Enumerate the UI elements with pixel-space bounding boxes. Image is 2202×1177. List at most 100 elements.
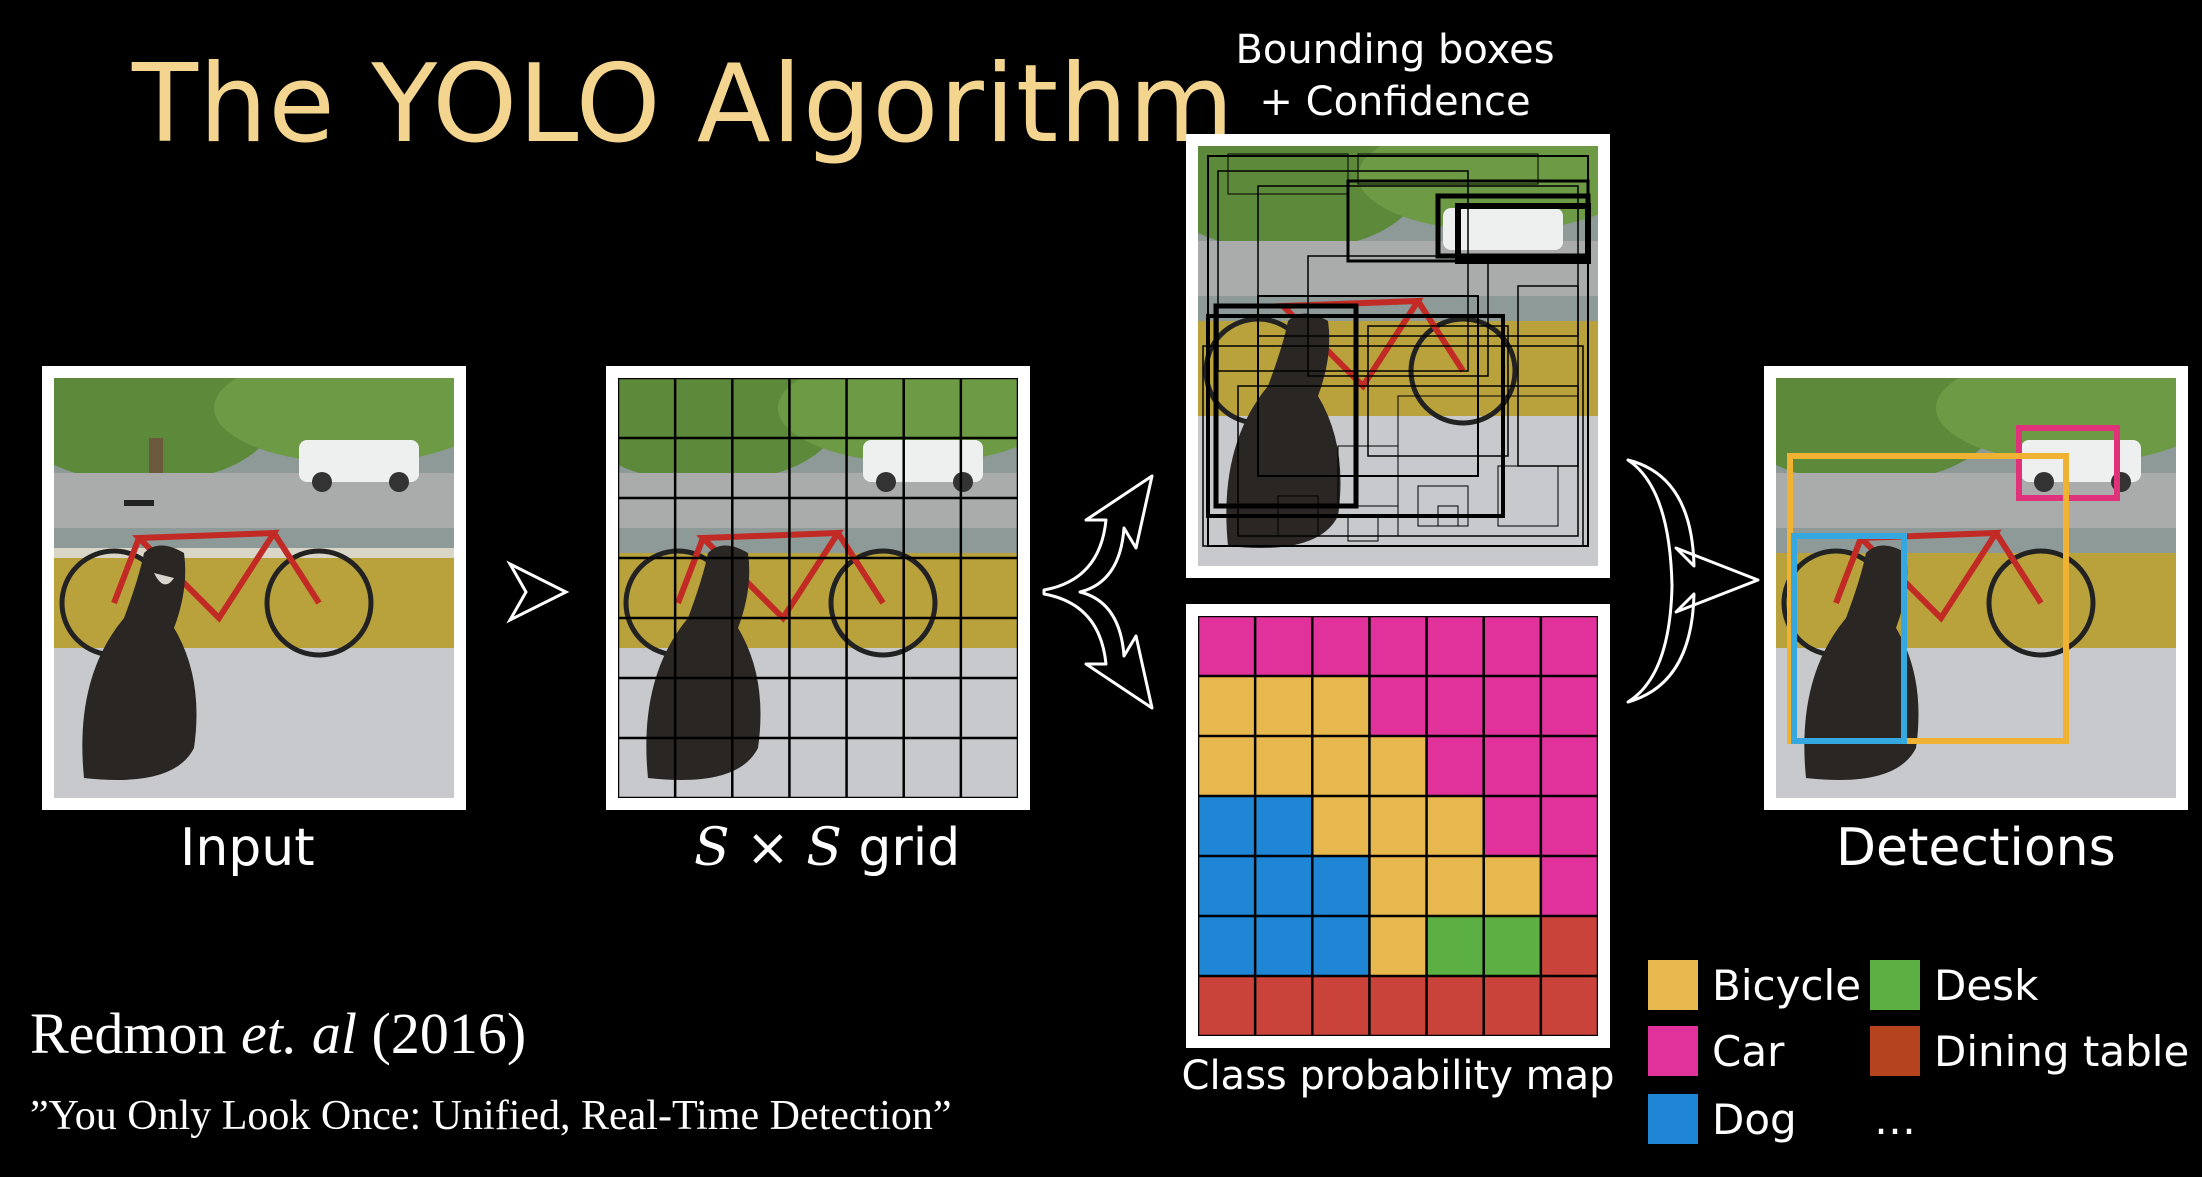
- class-cell-table: [1426, 976, 1484, 1036]
- grid-caption: S × S grid: [694, 818, 960, 878]
- legend-label-bicycle: Bicycle: [1712, 960, 1862, 1010]
- class-cell-car: [1255, 616, 1313, 676]
- grid-caption-s2: S: [806, 818, 842, 878]
- class-cell-car: [1369, 676, 1427, 736]
- class-cell-bicycle: [1312, 676, 1370, 736]
- split-arrow-glyph: [1042, 474, 1154, 710]
- grid-caption-times: ×: [746, 818, 790, 878]
- class-cell-car: [1483, 736, 1541, 796]
- legend-swatch-dog: [1648, 1094, 1698, 1144]
- arrow-right-icon: [506, 560, 570, 626]
- class-cell-car: [1483, 676, 1541, 736]
- class-cell-bicycle: [1369, 736, 1427, 796]
- merge-arrow-icon: [1622, 456, 1762, 710]
- class-cell-bicycle: [1255, 676, 1313, 736]
- class-probability-panel: [1186, 604, 1610, 1048]
- class-cell-car: [1540, 676, 1598, 736]
- class-map-svg: [1198, 616, 1598, 1036]
- class-cell-dog: [1255, 916, 1313, 976]
- detections-caption: Detections: [1836, 818, 2116, 878]
- class-cell-car: [1426, 676, 1484, 736]
- grid-caption-rest: grid: [858, 818, 961, 878]
- class-cell-dog: [1255, 796, 1313, 856]
- class-cell-dog: [1312, 856, 1370, 916]
- grid-scene-illustration: [618, 378, 1018, 798]
- class-cell-bicycle: [1255, 736, 1313, 796]
- boxes-caption-line1: Bounding boxes: [1235, 27, 1555, 73]
- legend-item-dog: Dog: [1648, 1092, 1797, 1146]
- class-cell-bicycle: [1483, 856, 1541, 916]
- class-cell-desk: [1426, 916, 1484, 976]
- class-cell-car: [1540, 736, 1598, 796]
- class-cell-desk: [1483, 916, 1541, 976]
- class-cell-dog: [1198, 796, 1256, 856]
- legend-swatch-bicycle: [1648, 960, 1698, 1010]
- paper-title: ”You Only Look Once: Unified, Real-Time …: [30, 1093, 952, 1139]
- citation-etal: et. al: [241, 1001, 358, 1066]
- class-cell-dog: [1198, 916, 1256, 976]
- boxes-caption-line2: + Confidence: [1259, 79, 1531, 125]
- legend-label-dining-table: Dining table: [1934, 1026, 2190, 1076]
- citation-authors: Redmon: [30, 1001, 227, 1066]
- class-cell-bicycle: [1369, 916, 1427, 976]
- class-cell-table: [1255, 976, 1313, 1036]
- scene-illustration: [54, 378, 454, 798]
- citation-year: (2016): [371, 1001, 527, 1066]
- class-cell-car: [1312, 616, 1370, 676]
- class-cell-car: [1540, 856, 1598, 916]
- class-cell-car: [1540, 796, 1598, 856]
- class-cell-table: [1312, 976, 1370, 1036]
- citation: Redmon et. al (2016): [30, 1000, 526, 1067]
- arrow-glyph: [506, 560, 570, 624]
- class-cell-bicycle: [1198, 676, 1256, 736]
- class-cell-car: [1426, 736, 1484, 796]
- class-cell-table: [1540, 916, 1598, 976]
- legend-item-desk: Desk: [1870, 958, 2038, 1012]
- class-cell-bicycle: [1369, 856, 1427, 916]
- class-cell-bicycle: [1198, 736, 1256, 796]
- class-cell-dog: [1312, 916, 1370, 976]
- split-arrow-icon: [1040, 470, 1170, 714]
- class-cell-car: [1369, 616, 1427, 676]
- legend-item-car: Car: [1648, 1024, 1784, 1078]
- class-cell-bicycle: [1426, 796, 1484, 856]
- detections-scene-illustration: [1776, 378, 2176, 798]
- input-image-panel: [42, 366, 466, 810]
- grid-image-panel: [606, 366, 1030, 810]
- class-cell-car: [1483, 796, 1541, 856]
- class-cell-car: [1483, 616, 1541, 676]
- legend-item-more: …: [1870, 1092, 1916, 1146]
- input-caption: Input: [180, 818, 315, 878]
- legend-label-more: …: [1874, 1094, 1916, 1144]
- grid-caption-s1: S: [694, 818, 730, 878]
- detections-panel: [1764, 366, 2188, 810]
- class-cell-car: [1198, 616, 1256, 676]
- merge-arrow-glyph: [1626, 458, 1760, 704]
- legend-swatch-dining-table: [1870, 1026, 1920, 1076]
- legend-swatch-desk: [1870, 960, 1920, 1010]
- legend-label-car: Car: [1712, 1026, 1785, 1076]
- legend-swatch-car: [1648, 1026, 1698, 1076]
- class-cell-bicycle: [1426, 856, 1484, 916]
- detection-box-dog: [1791, 533, 1907, 744]
- class-cell-car: [1426, 616, 1484, 676]
- detection-box-bicycle: [1787, 453, 2069, 744]
- class-map-caption: Class probability map: [1181, 1053, 1615, 1099]
- boxes-scene-illustration: [1198, 146, 1598, 566]
- legend-label-desk: Desk: [1934, 960, 2039, 1010]
- class-cell-dog: [1255, 856, 1313, 916]
- class-cell-bicycle: [1312, 796, 1370, 856]
- class-cell-bicycle: [1369, 796, 1427, 856]
- class-cell-table: [1540, 976, 1598, 1036]
- class-cell-table: [1369, 976, 1427, 1036]
- class-cell-dog: [1198, 856, 1256, 916]
- bounding-boxes-panel: [1186, 134, 1610, 578]
- legend-item-dining-table: Dining table: [1870, 1024, 2189, 1078]
- class-cell-car: [1540, 616, 1598, 676]
- boxes-caption: Bounding boxes + Confidence: [1230, 24, 1560, 128]
- class-cell-table: [1198, 976, 1256, 1036]
- legend-label-dog: Dog: [1712, 1094, 1797, 1144]
- class-cell-table: [1483, 976, 1541, 1036]
- legend-item-bicycle: Bicycle: [1648, 958, 1861, 1012]
